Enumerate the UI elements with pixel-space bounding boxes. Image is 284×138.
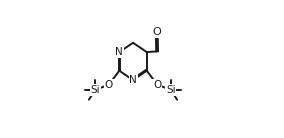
Text: Si: Si [90,85,100,95]
Text: O: O [105,79,113,90]
Text: O: O [153,79,161,90]
Text: Si: Si [166,85,176,95]
Text: N: N [115,47,123,57]
Text: O: O [153,27,161,37]
Text: N: N [129,75,137,85]
